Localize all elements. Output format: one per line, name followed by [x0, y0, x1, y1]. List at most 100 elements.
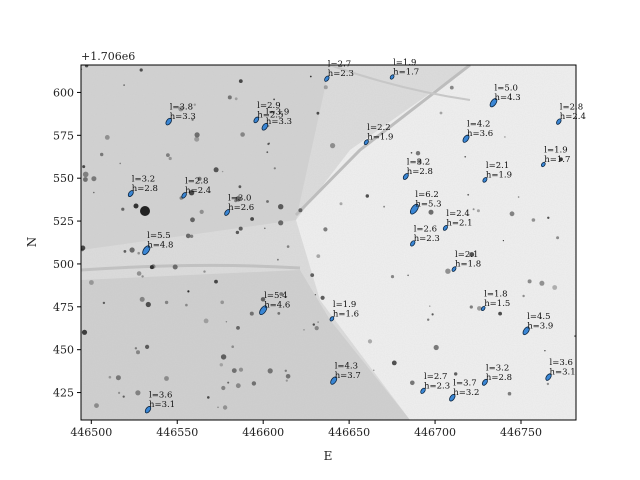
speckle [317, 321, 319, 323]
speckle [240, 132, 245, 137]
speckle [277, 258, 279, 261]
speckle [197, 176, 202, 181]
speckle [316, 111, 320, 115]
speckle [249, 311, 254, 316]
speckle [469, 252, 475, 257]
speckle [235, 230, 240, 235]
speckle [546, 382, 550, 386]
speckle [139, 296, 145, 302]
speckle [260, 297, 266, 302]
crown-marker [181, 192, 187, 199]
crown-annotation: l=2.7 h=2.3 [328, 60, 354, 80]
speckle [238, 79, 243, 83]
speckle [365, 194, 369, 198]
background-speckles [81, 65, 576, 410]
speckle [391, 360, 397, 366]
speckle [522, 294, 525, 298]
speckle [431, 313, 434, 316]
y-tick-label: 475 [53, 301, 74, 314]
crown-annotation: l=2.4 h=2.1 [446, 209, 472, 229]
background-image [81, 65, 576, 420]
speckle [477, 306, 482, 311]
x-tick-label: 446600 [242, 426, 284, 439]
speckle [415, 151, 421, 156]
speckle [108, 375, 112, 379]
speckle [115, 375, 121, 381]
speckle [427, 318, 430, 321]
crown-marker [144, 406, 152, 414]
speckle [118, 391, 121, 394]
speckle [285, 374, 291, 379]
crown-marker [545, 373, 552, 381]
crown-marker [480, 305, 486, 312]
speckle [123, 250, 127, 253]
speckle [136, 271, 142, 276]
speckle [273, 167, 276, 170]
speckle [82, 165, 86, 169]
speckle [225, 321, 228, 323]
speckle [122, 395, 125, 398]
y-tick-label: 600 [53, 86, 74, 99]
speckle [250, 217, 255, 221]
speckle [140, 206, 150, 216]
speckle [193, 103, 196, 106]
speckle [314, 294, 317, 296]
speckle [373, 369, 375, 371]
speckle [235, 383, 241, 389]
speckle [278, 204, 284, 210]
speckle [119, 162, 121, 165]
speckle [164, 300, 169, 305]
speckle [227, 381, 230, 384]
speckle [407, 274, 409, 277]
speckle [220, 354, 227, 360]
crown-marker [363, 139, 369, 146]
crown-annotation: l=2.6 h=2.3 [414, 224, 440, 244]
crown-annotation: l=5.5 h=4.8 [147, 231, 173, 251]
speckle [498, 311, 502, 316]
y-offset-label: +1.706e6 [81, 50, 135, 63]
x-tick-label: 446500 [70, 426, 112, 439]
speckle [264, 227, 266, 230]
speckle [502, 240, 504, 242]
crown-marker [449, 393, 456, 402]
speckle [185, 233, 191, 239]
crown-annotation: l=4.5 h=3.9 [527, 312, 553, 332]
speckle [449, 85, 454, 90]
crown-marker [420, 387, 426, 394]
speckle [267, 368, 273, 374]
crown-marker [330, 376, 338, 385]
speckle [267, 142, 270, 146]
speckle [194, 136, 200, 142]
crown-annotation: l=3.9 h=3.3 [266, 108, 292, 128]
crown-marker [481, 378, 488, 386]
speckle [102, 301, 106, 305]
speckle [164, 376, 169, 381]
speckle [309, 75, 312, 78]
crown-annotation: l=1.9 h=1.7 [544, 146, 570, 166]
speckle [539, 280, 545, 286]
speckle [454, 372, 458, 376]
speckle [217, 406, 219, 409]
speckle [185, 303, 188, 307]
y-tick-label: 450 [53, 344, 74, 357]
crown-marker [409, 203, 419, 215]
speckle [203, 270, 206, 273]
speckle [199, 209, 204, 214]
speckle [330, 143, 336, 149]
speckle [316, 254, 321, 258]
speckle [323, 85, 328, 90]
speckle [172, 264, 178, 270]
speckle [207, 396, 210, 399]
crown-annotation: l=2.8 h=2.4 [560, 103, 586, 123]
speckle [238, 226, 243, 231]
speckle [238, 367, 244, 372]
crown-marker [329, 316, 335, 322]
speckle [234, 97, 238, 101]
speckle [214, 279, 218, 284]
crown-annotation: l=1.8 h=1.5 [484, 290, 510, 310]
crown-annotation: l=4.3 h=3.7 [335, 362, 361, 382]
speckle [559, 157, 563, 162]
crown-annotation: l=1.9 h=1.6 [333, 300, 359, 320]
x-axis: 446500 446550 446600 446650 446700 446750 [70, 420, 542, 439]
speckle [220, 300, 224, 305]
